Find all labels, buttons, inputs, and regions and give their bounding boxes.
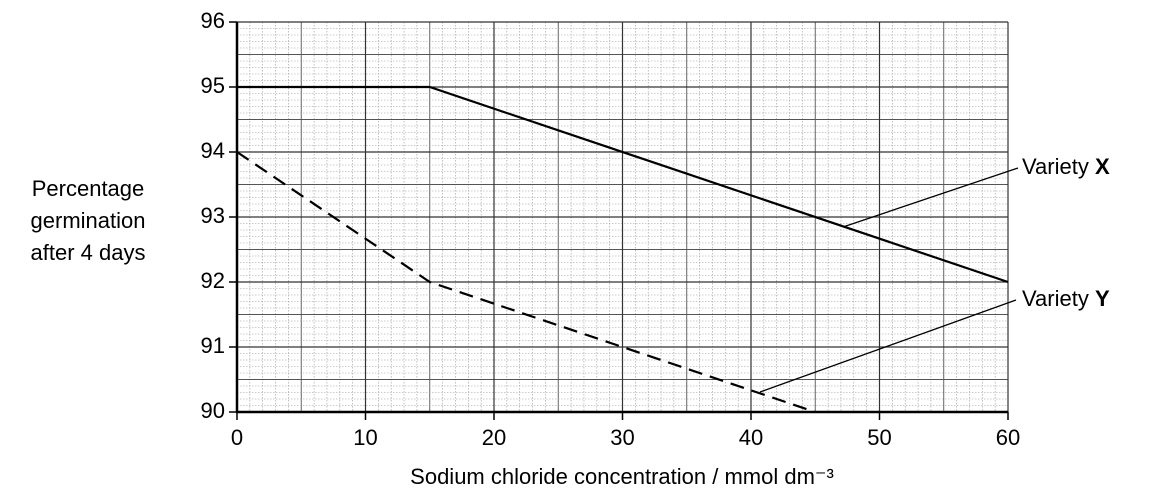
leader-line [842, 167, 1019, 228]
x-tick-label: 0 [231, 425, 243, 450]
y-tick-label: 91 [201, 333, 225, 358]
x-tick-label: 60 [996, 425, 1020, 450]
series-label: Variety X [1022, 154, 1110, 179]
y-tick-label: 95 [201, 73, 225, 98]
leader-line [759, 299, 1017, 393]
x-tick-label: 50 [867, 425, 891, 450]
y-axis-label: Percentage [32, 176, 145, 201]
y-tick-label: 90 [201, 398, 225, 423]
y-axis-label: germination [31, 208, 146, 233]
x-tick-label: 20 [482, 425, 506, 450]
y-tick-label: 94 [201, 138, 225, 163]
series-label: Variety Y [1022, 286, 1110, 311]
series-line [237, 85, 1009, 284]
grid [236, 21, 1009, 413]
y-tick-label: 93 [201, 203, 225, 228]
series-line [236, 151, 816, 414]
y-axis-label: after 4 days [31, 240, 146, 265]
x-axis-label: Sodium chloride concentration / mmol dm⁻… [410, 464, 834, 489]
y-tick-label: 92 [201, 268, 225, 293]
x-tick-label: 30 [610, 425, 634, 450]
y-tick-label: 96 [201, 8, 225, 33]
x-tick-label: 10 [353, 425, 377, 450]
x-tick-label: 40 [739, 425, 763, 450]
